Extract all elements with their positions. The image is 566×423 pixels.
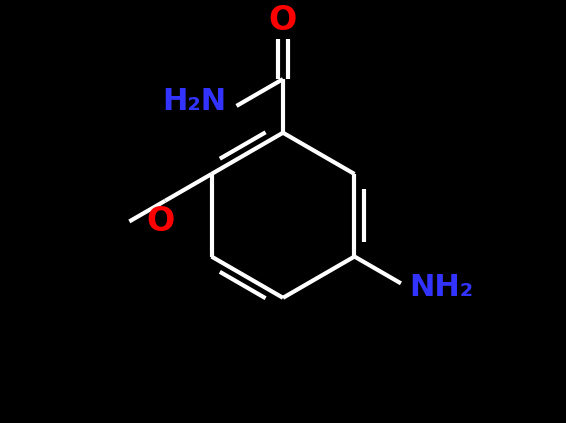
Text: H₂N: H₂N [162, 87, 226, 116]
Text: O: O [147, 205, 175, 238]
Text: NH₂: NH₂ [409, 273, 473, 302]
Text: O: O [269, 4, 297, 37]
